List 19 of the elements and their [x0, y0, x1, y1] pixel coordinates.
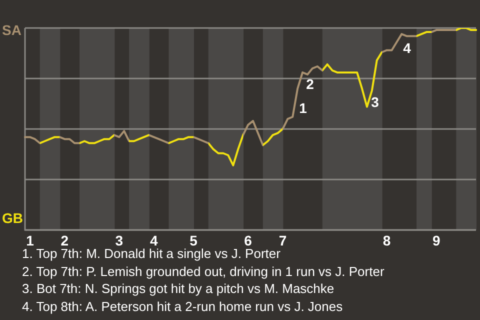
- text: 4. Top 8th: A. Peterson hit a 2-run home run vs J. Jones: [22, 298, 344, 315]
- text: 2. Top 7th: P. Lemish grounded out, driving in 1 run vs J. Porter: [22, 262, 384, 280]
- annotation: 1: [299, 100, 308, 116]
- x-tick-label: 2: [60, 232, 69, 248]
- annotation: 2: [306, 76, 314, 92]
- annotation: 4: [403, 40, 412, 56]
- text: 3. Bot 7th: N. Springs got hit by a pitch vs M. Maschke: [22, 280, 336, 298]
- annotation: 3: [371, 94, 380, 110]
- x-tick-label: 4: [150, 232, 158, 248]
- x-tick-label: 3: [115, 232, 124, 248]
- x-tick-label: 8: [382, 232, 391, 248]
- text: 1. Top 7th: M. Donald hit a single vs J. Porter: [22, 246, 282, 262]
- x-tick-label: 6: [244, 232, 252, 248]
- text: SA: [2, 22, 22, 38]
- x-tick-label: 1: [26, 232, 34, 248]
- x-tick-label: 5: [190, 232, 198, 248]
- x-tick-label: 9: [432, 232, 440, 248]
- text: GB: [2, 210, 23, 226]
- x-tick-label: 7: [278, 232, 287, 248]
